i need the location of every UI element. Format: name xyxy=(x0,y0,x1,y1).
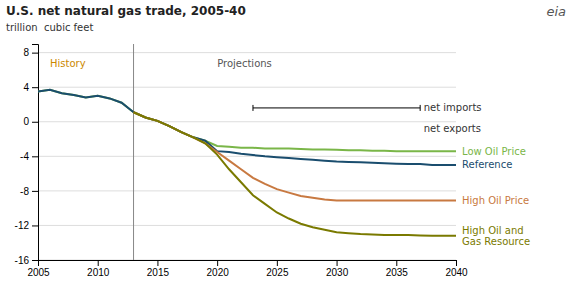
history-divider xyxy=(133,44,134,260)
annotation: net imports xyxy=(424,102,482,113)
grid-line xyxy=(38,121,456,122)
grid-line xyxy=(38,156,456,157)
x-tick-mark xyxy=(157,260,158,266)
bracket-end xyxy=(420,105,421,111)
title: U.S. net natural gas trade, 2005-40 xyxy=(6,4,246,18)
x-tick-mark xyxy=(396,260,397,266)
x-tick: 2020 xyxy=(207,260,230,278)
x-tick-label: 2010 xyxy=(87,267,110,278)
grid xyxy=(38,53,456,260)
x-tick-mark xyxy=(98,260,99,266)
x-tick: 2035 xyxy=(386,260,409,278)
x-tick: 2025 xyxy=(266,260,289,278)
bracket-bar xyxy=(253,107,420,108)
annotation: net exports xyxy=(424,123,481,134)
y-tick-mark xyxy=(32,87,38,88)
x-axis-line xyxy=(39,261,457,267)
y-tick-mark xyxy=(32,225,38,226)
x-tick-mark xyxy=(277,260,278,266)
series-label-line: High Oil and xyxy=(462,225,524,236)
x-tick: 2030 xyxy=(326,260,349,278)
grid-line xyxy=(38,52,456,53)
x-tick: 2015 xyxy=(147,260,170,278)
series-label: High Oil andGas Resource xyxy=(462,225,530,247)
x-tick-mark xyxy=(456,260,457,266)
y-tick: 8 xyxy=(23,47,38,58)
series-label-line: Reference xyxy=(462,159,512,170)
chart: U.S. net natural gas trade, 2005-40 trill… xyxy=(0,0,574,284)
series-label-line: Low Oil Price xyxy=(462,146,526,157)
y-tick-label: 8 xyxy=(23,47,29,58)
grid-line xyxy=(38,225,456,226)
x-tick-label: 2030 xyxy=(326,267,349,278)
y-tick-label: -4 xyxy=(20,151,29,162)
series-label-line: High Oil Price xyxy=(462,195,529,206)
y-axis-line xyxy=(32,45,39,261)
x-tick: 2040 xyxy=(445,260,468,278)
series-line xyxy=(38,90,456,165)
series-label: High Oil Price xyxy=(462,195,529,206)
y-tick-mark xyxy=(32,191,38,192)
bracket-end xyxy=(252,105,253,111)
y-tick: -4 xyxy=(20,151,38,162)
y-tick-mark xyxy=(32,53,38,54)
x-tick-label: 2015 xyxy=(147,267,170,278)
y-tick: 0 xyxy=(23,116,38,127)
y-tick-mark xyxy=(32,122,38,123)
x-tick-label: 2035 xyxy=(386,267,409,278)
y-tick: -16 xyxy=(15,255,38,266)
x-tick-label: 2005 xyxy=(27,267,50,278)
y-tick-label: -8 xyxy=(20,186,29,197)
x-tick-label: 2040 xyxy=(445,267,468,278)
series-label: Low Oil Price xyxy=(462,146,526,157)
x-axis: 2005 2010 2015 2020 2025 2030 2035 2040 xyxy=(27,260,468,278)
y-tick-label: -16 xyxy=(15,255,30,266)
x-tick-label: 2025 xyxy=(266,267,289,278)
y-tick-mark xyxy=(32,260,38,261)
plot-area xyxy=(38,44,456,260)
y-tick: -12 xyxy=(15,220,38,231)
y-tick-label: 4 xyxy=(23,82,29,93)
annotation: Projections xyxy=(217,58,272,69)
y-tick-mark xyxy=(32,156,38,157)
grid-line xyxy=(38,87,456,88)
grid-line xyxy=(38,190,456,191)
series-line xyxy=(38,90,456,151)
y-axis: -16 -12 -8 -4 0 4 8 xyxy=(15,45,39,266)
series-label: Reference xyxy=(462,159,512,170)
y-tick: 4 xyxy=(23,82,38,93)
x-tick-mark xyxy=(217,260,218,266)
annotations: History Projections net imports net exports xyxy=(50,58,482,135)
x-tick: 2005 xyxy=(27,260,50,278)
series-line xyxy=(134,112,456,200)
y-tick-label: -12 xyxy=(15,220,30,231)
bracket xyxy=(253,105,420,111)
annotation: History xyxy=(50,58,86,69)
y-tick-label: 0 xyxy=(23,116,29,127)
logo: eia xyxy=(546,4,566,19)
x-tick-label: 2020 xyxy=(207,267,230,278)
series-line xyxy=(134,112,456,236)
series-label-line: Gas Resource xyxy=(462,236,530,247)
x-tick-mark xyxy=(337,260,338,266)
y-axis-title: trillion cubic feet xyxy=(6,22,93,33)
series-labels: Low Oil Price Reference High Oil Price High… xyxy=(462,146,530,247)
y-tick: -8 xyxy=(20,186,38,197)
x-tick: 2010 xyxy=(87,260,110,278)
